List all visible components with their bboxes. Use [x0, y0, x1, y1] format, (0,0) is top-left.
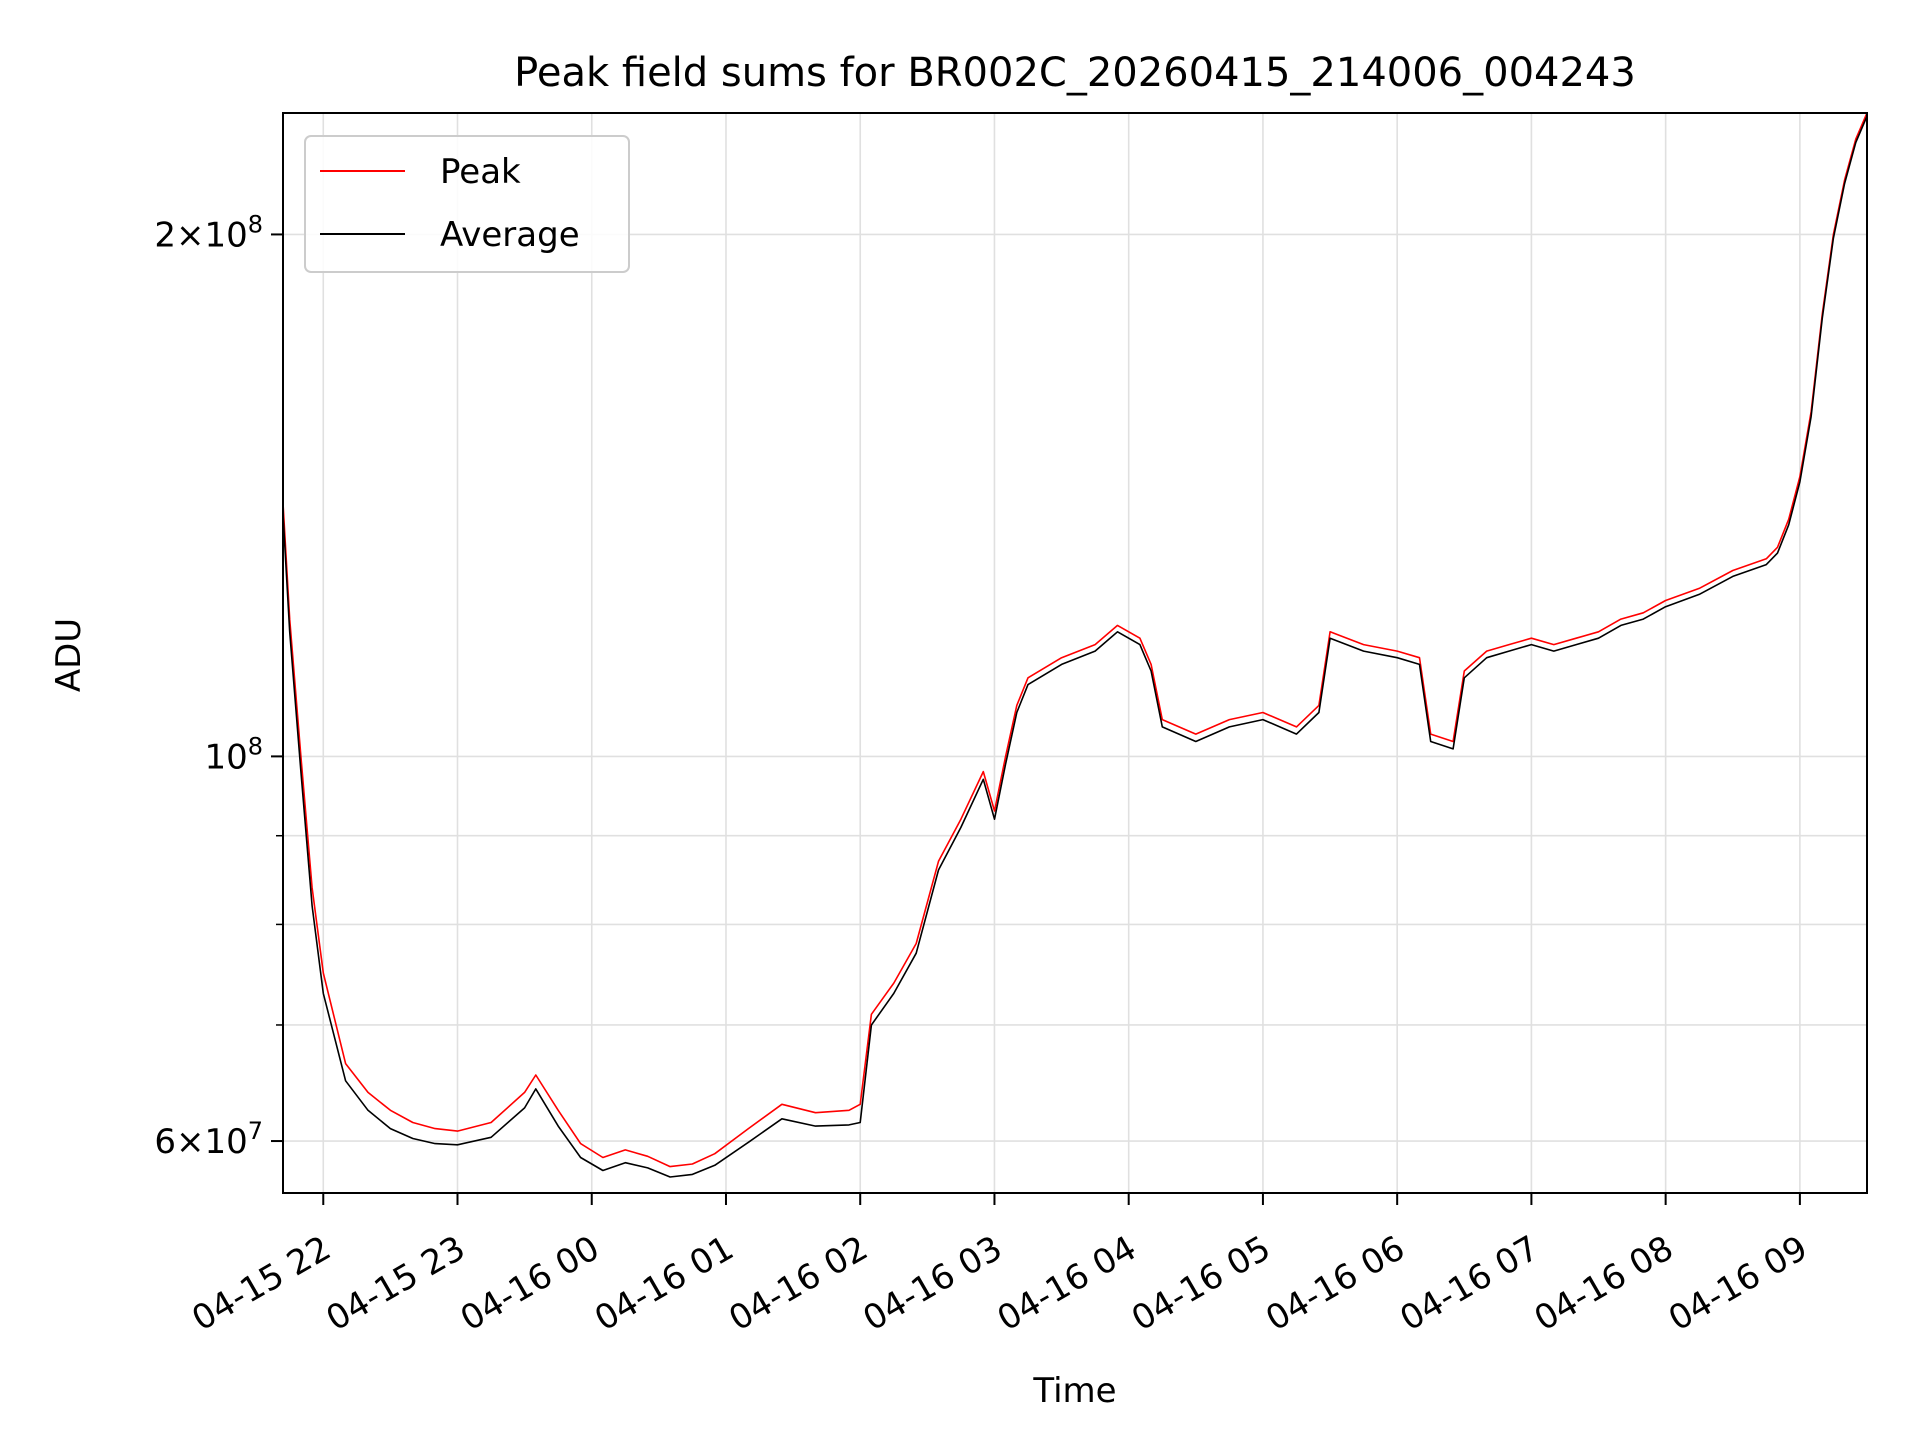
- grid: [283, 113, 1867, 1193]
- legend-label-average: Average: [440, 215, 580, 255]
- legend: Peak Average: [304, 135, 630, 273]
- plot-frame: [282, 112, 1868, 1194]
- chart-title: Peak field sums for BR002C_20260415_2140…: [514, 50, 1636, 96]
- legend-label-peak: Peak: [440, 152, 521, 192]
- plot-lines: [282, 112, 1868, 1178]
- x-axis-label: Time: [1032, 1371, 1116, 1411]
- y-axis-label: ADU: [49, 618, 89, 692]
- y-tick-label: 108: [204, 732, 263, 777]
- y-tick-label: 2×108: [154, 210, 263, 255]
- series-line-average: [282, 115, 1868, 1178]
- series-line-peak: [282, 112, 1868, 1168]
- y-tick-label: 6×107: [154, 1117, 263, 1162]
